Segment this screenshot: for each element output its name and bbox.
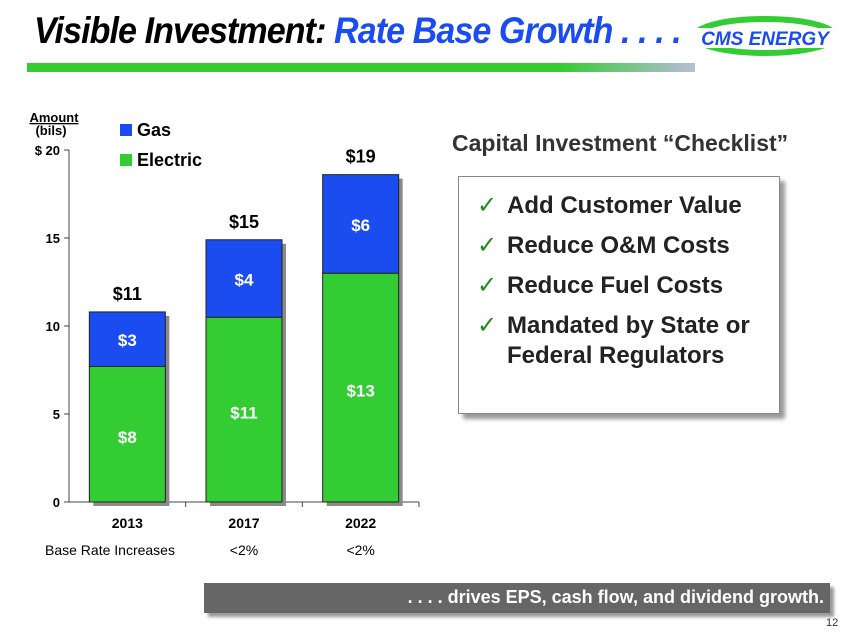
x-tick-label: 2017: [228, 515, 259, 531]
checklist-item-label: Mandated by State or Federal Regulators: [507, 312, 750, 369]
checklist-box: ✓ Add Customer Value ✓ Reduce O&M Costs ✓ Red…: [458, 176, 780, 414]
check-icon: ✓: [477, 232, 498, 259]
data-label-total: $19: [346, 147, 376, 167]
slide-title: Visible Investment: Rate Base Growth . .…: [34, 10, 682, 52]
logo-text: CMS ENERGY: [701, 29, 831, 50]
data-label-gas: $3: [118, 331, 137, 350]
x-tick-label: 2013: [112, 515, 143, 531]
checklist-item-label: Add Customer Value: [507, 192, 742, 219]
bar-gas: [88, 311, 166, 367]
check-icon: ✓: [477, 312, 498, 339]
checklist-item-label: Reduce Fuel Costs: [507, 272, 724, 299]
title-underline: [27, 63, 695, 72]
checklist-item: ✓ Reduce Fuel Costs: [477, 271, 779, 301]
checklist-title: Capital Investment “Checklist”: [452, 130, 789, 156]
data-label-gas: $4: [235, 270, 254, 289]
y-tick-label: 5: [53, 407, 60, 422]
checklist: ✓ Add Customer Value ✓ Reduce O&M Costs ✓ Red…: [459, 177, 779, 371]
bar-gas: [205, 239, 283, 318]
legend-swatch: [120, 124, 132, 136]
y-tick-label: 0: [53, 495, 60, 510]
y-tick-label: $ 20: [35, 143, 60, 158]
y-axis-label: Amount: [29, 110, 79, 125]
legend-label: Gas: [137, 120, 171, 140]
check-icon: ✓: [477, 272, 498, 299]
y-tick-label: 10: [46, 319, 60, 334]
base-rate-value: <2%: [230, 542, 258, 558]
bar-electric: [205, 316, 283, 503]
bottom-banner: . . . . drives EPS, cash flow, and divid…: [204, 583, 830, 613]
data-label-electric: $11: [230, 404, 257, 423]
cms-energy-logo: CMS ENERGY: [692, 16, 838, 56]
data-label-electric: $8: [118, 428, 137, 447]
checklist-item: ✓ Add Customer Value: [477, 191, 779, 221]
bar-electric: [88, 365, 166, 503]
data-label-total: $15: [229, 212, 259, 232]
x-tick-label: 2022: [345, 515, 376, 531]
y-tick-label: 15: [46, 231, 60, 246]
page-number: 12: [826, 617, 839, 629]
rate-base-chart: Amount(bils) 0 5 10 15 $ 20 $8 $3 $11 2013 $11 $4 $1…: [29, 110, 420, 558]
checklist-item: ✓ Reduce O&M Costs: [477, 231, 779, 261]
y-axis-label-unit: (bils): [35, 123, 66, 138]
base-rate-value: <2%: [346, 542, 374, 558]
data-label-gas: $6: [351, 216, 370, 235]
data-label-electric: $13: [346, 382, 374, 401]
checklist-item: ✓ Mandated by State or Federal Regulators: [477, 311, 779, 371]
title-part-2: Rate Base Growth . . . .: [334, 10, 682, 51]
legend-swatch: [120, 154, 132, 166]
legend-label: Electric: [137, 150, 202, 170]
title-part-1: Visible Investment:: [34, 10, 335, 51]
bar-gas: [322, 174, 400, 274]
bar-electric: [322, 272, 400, 503]
title-underline-fade: [560, 63, 695, 72]
checklist-item-label: Reduce O&M Costs: [507, 232, 730, 259]
check-icon: ✓: [477, 192, 498, 219]
base-rate-label: Base Rate Increases: [45, 542, 175, 558]
banner-text: . . . . drives EPS, cash flow, and divid…: [407, 587, 824, 607]
data-label-total: $11: [113, 284, 142, 304]
